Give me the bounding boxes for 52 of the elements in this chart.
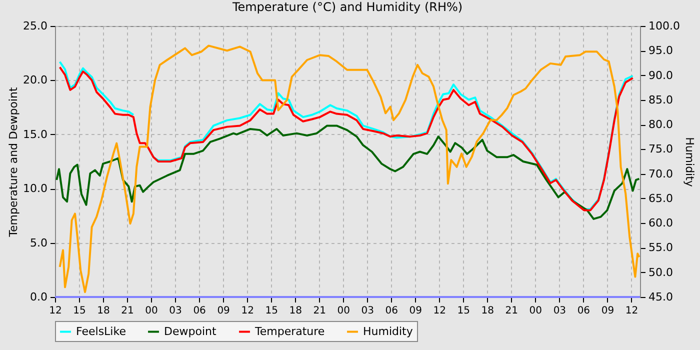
y-tick-label: 0.0 [30, 290, 48, 304]
legend-label: Humidity [363, 324, 414, 338]
x-tick-label: 06 [577, 306, 590, 316]
y2-tick-label: 95.0 [648, 44, 673, 58]
y-tick-label: 20.0 [23, 74, 48, 87]
y-tick-label: 25.0 [23, 20, 48, 32]
x-tick-label: 03 [553, 306, 566, 316]
y-tick-label: 15.0 [23, 128, 48, 141]
y-tick-label: 10.0 [23, 182, 48, 196]
x-tick-label: 21 [505, 306, 518, 316]
x-tick-label: 09 [409, 306, 422, 316]
x-tick-label: 18 [97, 306, 110, 316]
legend-label: Dewpoint [164, 324, 217, 338]
x-tick-label: 06 [193, 306, 206, 316]
x-tick-label: 00 [145, 306, 158, 316]
line-series [56, 124, 640, 220]
x-tick-label: 15 [457, 306, 470, 316]
y2-tick-label: 85.0 [648, 93, 673, 106]
line-series [58, 44, 640, 294]
x-tick-label: 03 [169, 306, 182, 316]
y2-tick-label: 50.0 [648, 266, 673, 279]
y2-axis-title: Humidity [682, 137, 696, 188]
y2-tick-label: 55.0 [648, 241, 673, 254]
x-tick-label: 06 [385, 306, 398, 316]
x-tick-label: 15 [265, 306, 278, 316]
x-tick-label: 09 [601, 306, 614, 316]
y2-tick-label: 70.0 [648, 167, 673, 180]
y2-tick-label: 65.0 [648, 192, 673, 205]
y2-tick-label: 90.0 [648, 68, 673, 82]
y2-tick-label: 45.0 [648, 290, 673, 304]
x-tick-label: 12 [625, 306, 638, 316]
y2-tick-label: 60.0 [648, 216, 673, 230]
legend-label: Temperature [254, 324, 325, 338]
x-tick-label: 00 [337, 306, 350, 316]
legend-label: FeelsLike [76, 324, 126, 338]
x-tick-label: 00 [529, 306, 542, 316]
x-tick-label: 12 [241, 306, 254, 316]
chart-title: Temperature (°C) and Humidity (RH%) [231, 0, 463, 14]
x-tick-label: 21 [313, 306, 326, 316]
x-tick-label: 18 [481, 306, 494, 316]
y-tick-label: 5.0 [30, 236, 48, 250]
x-tick-label: 18 [289, 306, 302, 316]
x-tick-label: 12 [49, 306, 62, 316]
x-tick-label: 09 [217, 306, 230, 316]
y2-tick-label: 75.0 [648, 142, 673, 156]
x-tick-label: 21 [121, 306, 134, 316]
x-tick-label: 15 [73, 306, 86, 316]
y2-tick-label: 80.0 [648, 118, 673, 132]
y2-tick-label: 100.0 [648, 20, 680, 32]
x-tick-label: 12 [433, 306, 446, 316]
x-tick-label: 03 [361, 306, 374, 316]
y-axis-title: Temperature and Dewpoint [7, 86, 20, 238]
